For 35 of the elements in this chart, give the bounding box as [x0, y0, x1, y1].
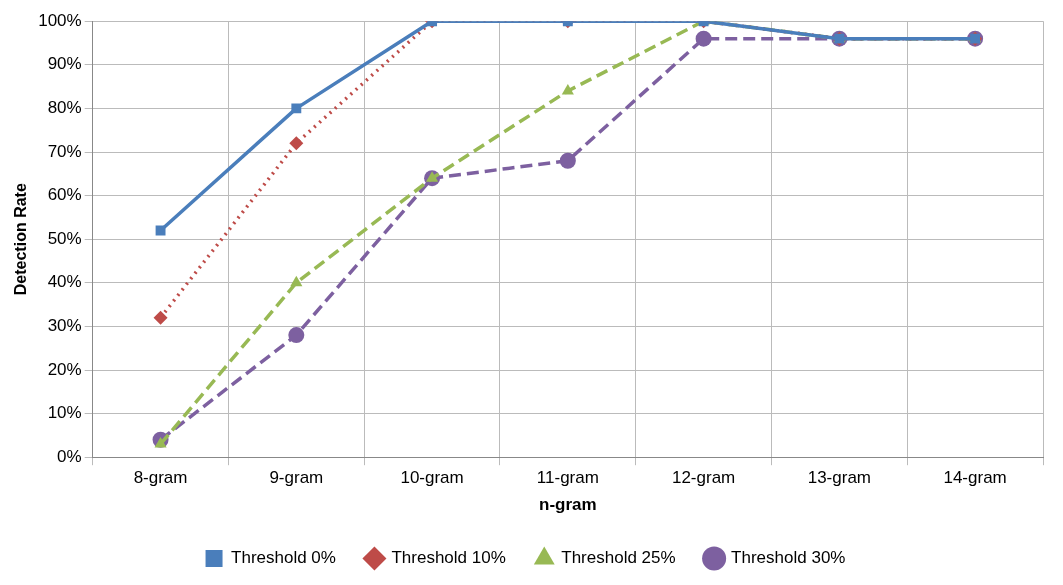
x-tick-label: 9-gram: [269, 468, 324, 488]
y-tick-label: 30%: [47, 316, 82, 336]
point: [426, 171, 439, 182]
point: [288, 327, 305, 344]
y-tick-label: 0%: [57, 446, 82, 466]
x-tick-label: 11-gram: [536, 468, 599, 488]
x-tick-label: 12-gram: [671, 468, 736, 488]
y-tick-label: 60%: [47, 185, 82, 205]
y-tick-label: 100%: [38, 10, 82, 30]
point: [289, 136, 304, 151]
point: [153, 310, 168, 325]
x-axis-title: n-gram: [539, 495, 597, 515]
point: [154, 437, 167, 448]
legend-label: Threshold 30%: [731, 548, 846, 568]
legend-label: Threshold 0%: [231, 548, 336, 568]
point: [695, 30, 712, 47]
y-tick-label: 90%: [47, 54, 82, 74]
point: [290, 275, 303, 287]
x-tick-label: 8-gram: [133, 468, 188, 488]
point: [559, 152, 576, 169]
y-tick-label: 70%: [47, 141, 82, 161]
point: [291, 103, 302, 114]
y-tick-label: 20%: [47, 359, 82, 379]
point: [155, 225, 166, 236]
point: [561, 83, 574, 95]
x-tick-label: 14-gram: [943, 468, 1007, 488]
x-tick-label: 10-gram: [400, 468, 464, 488]
legend-label: Threshold 25%: [561, 548, 676, 568]
y-tick-label: 10%: [47, 403, 82, 423]
y-tick-label: 40%: [47, 272, 82, 292]
legend-label: Threshold 10%: [391, 548, 506, 568]
y-axis-title: Detection Rate: [12, 183, 30, 296]
y-tick-label: 80%: [47, 98, 82, 118]
y-tick-label: 50%: [47, 228, 82, 248]
x-tick-label: 13-gram: [807, 468, 872, 488]
